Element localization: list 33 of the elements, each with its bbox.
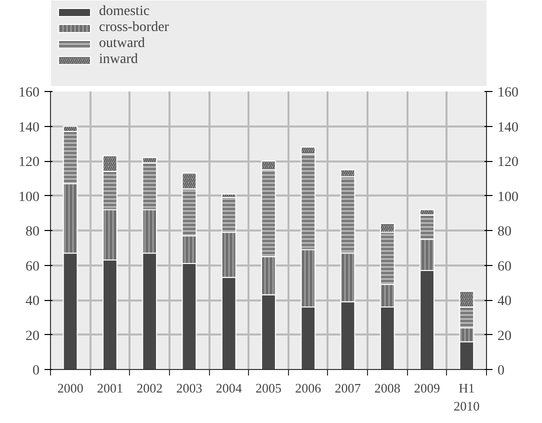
y2-tick-label: 100 [498, 190, 518, 205]
x-tick-label: 2002 [136, 380, 163, 396]
y-tick-label: 140 [18, 120, 40, 136]
legend-label: inward [99, 52, 138, 68]
x-tick-label: H1 2010 [454, 380, 480, 414]
x-tick-label: 2007 [334, 380, 362, 396]
legend-label: domestic [99, 4, 150, 20]
y2-tick-label: 60 [498, 259, 512, 274]
y2-tick-label: 120 [498, 155, 518, 170]
y2-tick-label: 20 [498, 328, 512, 344]
x-tick-label: 2000 [57, 380, 84, 396]
y-tick-label: 160 [18, 86, 40, 100]
x-tick-label: 2001 [96, 380, 123, 396]
y2-tick-label: 40 [498, 294, 512, 309]
x-tick-label: 2009 [414, 380, 440, 396]
y-tick-label: 20 [26, 328, 40, 344]
y-tick-label: 100 [18, 190, 40, 205]
y-tick-label: 60 [26, 259, 40, 274]
y2-tick-label: 80 [498, 224, 512, 240]
x-tick-label: 2006 [295, 380, 322, 396]
y2-tick-label: 160 [498, 86, 518, 100]
x-tick-label: 2004 [216, 380, 242, 396]
y-tick-label: 0 [32, 364, 40, 378]
y-tick-label: 80 [26, 224, 40, 240]
legend-label: outward [99, 36, 145, 52]
legend-label: cross-border [99, 20, 169, 36]
y-tick-label: 40 [26, 294, 40, 309]
x-tick-label: 2003 [176, 380, 202, 396]
x-tick-label: 2008 [374, 380, 400, 396]
y-tick-label: 120 [18, 155, 40, 170]
y2-tick-label: 0 [498, 364, 504, 378]
x-tick-label: 2005 [256, 380, 282, 396]
y2-tick-label: 140 [498, 120, 518, 136]
